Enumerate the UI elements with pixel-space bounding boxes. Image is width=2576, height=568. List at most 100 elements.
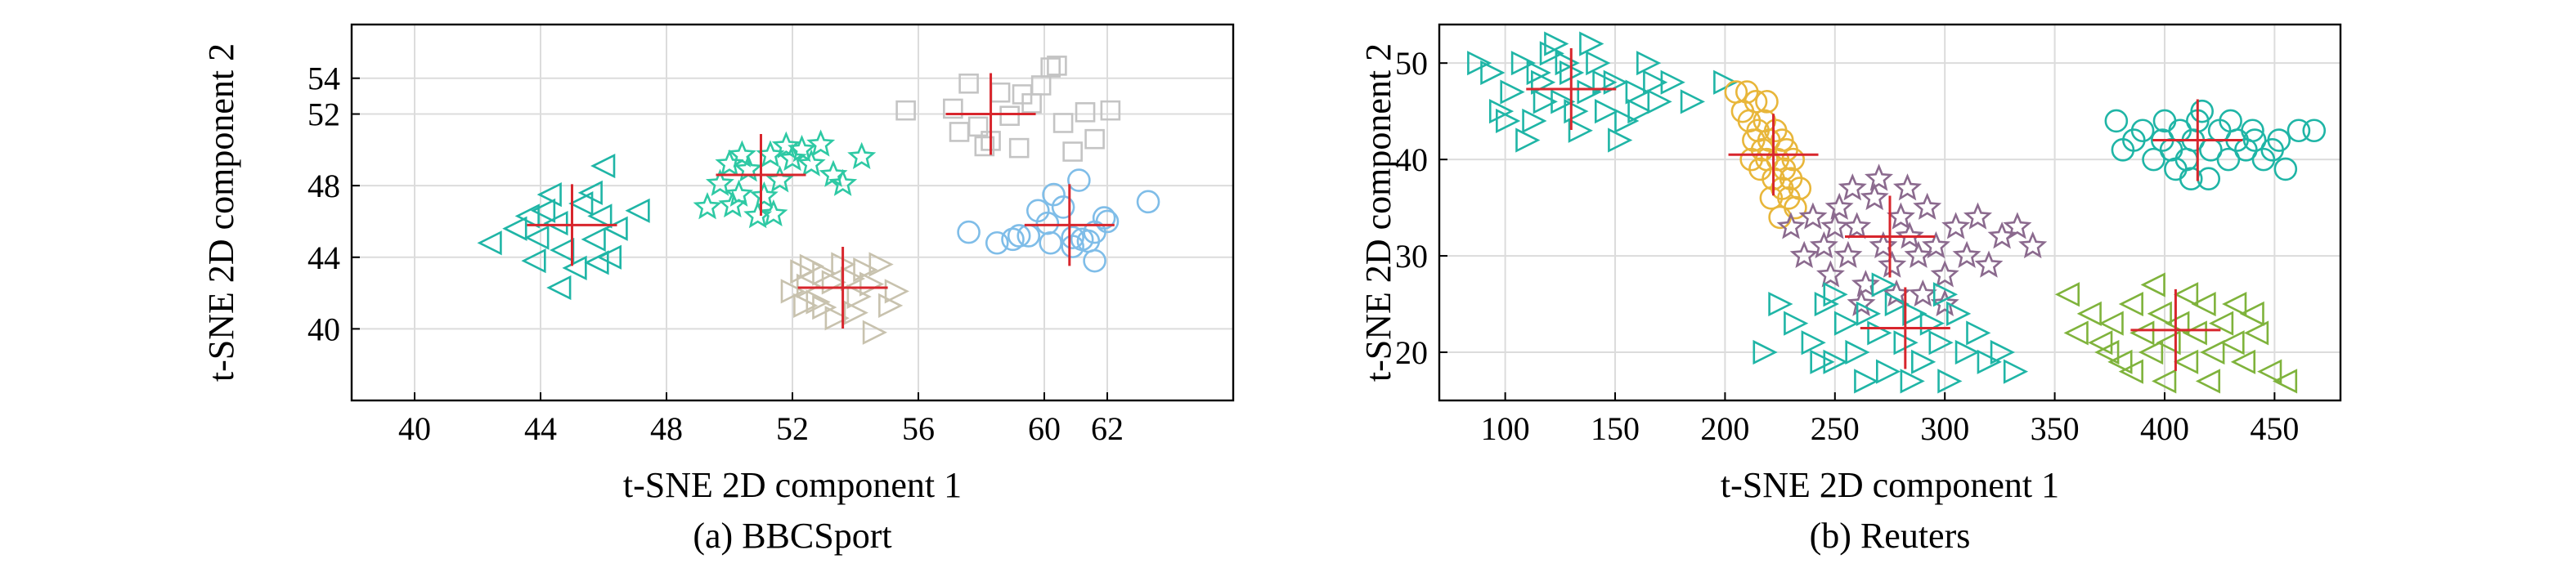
- bbcsport-series-3-point-17: [1047, 56, 1067, 76]
- reuters-series-5-point-18: [2230, 349, 2256, 374]
- bbcsport-series-0-point-13: [546, 275, 572, 301]
- bbcsport-series-0-point-9: [587, 203, 613, 229]
- bbcsport-series-2-point-4: [812, 261, 837, 286]
- reuters-series-4-point-21: [2302, 119, 2327, 143]
- bbcsport-series-0-point-11: [596, 244, 622, 270]
- bbcsport-series-3-point-14: [1100, 100, 1121, 121]
- reuters-series-2-point-17: [1930, 260, 1959, 288]
- bbcsport-series-1-point-0: [693, 191, 722, 220]
- reuters-series-3: [1752, 272, 2029, 394]
- reuters-series-3-point-7: [1845, 339, 1870, 365]
- reuters-series-3-point-9: [1867, 320, 1892, 346]
- bbcsport-series-3-point-7: [1008, 137, 1030, 159]
- reuters-series-5-point-22: [2222, 291, 2247, 317]
- reuters-series-3-point-8: [1856, 301, 1882, 326]
- reuters-series-5-point-28: [2152, 369, 2177, 394]
- bbcsport-series-2-point-9: [853, 257, 878, 283]
- bbcsport-ytick-label-1: 44: [307, 239, 340, 276]
- bbcsport-series-3-point-11: [1052, 113, 1074, 133]
- bbcsport-series-4: [957, 168, 1160, 273]
- reuters-series-2-point-8: [1851, 270, 1880, 297]
- bbcsport-series-0-point-14: [590, 153, 616, 179]
- bbcsport-ytick-label-0: 40: [307, 311, 340, 347]
- reuters-x-axis-title: t-SNE 2D component 1: [1721, 465, 2059, 505]
- reuters-series-5-point-29: [2094, 339, 2120, 365]
- bbcsport-xtick-label-4: 56: [902, 410, 935, 447]
- bbcsport-series-0-point-2: [514, 203, 540, 229]
- bbcsport-series-4-point-18: [1070, 227, 1094, 252]
- reuters-series-3-point-13: [1902, 301, 1928, 326]
- bbcsport-series-3-point-6: [999, 105, 1020, 127]
- reuters-series-0-point-26: [1564, 99, 1589, 124]
- bbcsport-series-0-point-16: [577, 180, 603, 206]
- bbcsport-series-2-point-11: [868, 252, 894, 277]
- bbcsport-series-1-point-11: [797, 149, 826, 177]
- reuters-series-2-point-5: [1824, 192, 1854, 220]
- reuters-series-5-point-9: [2147, 301, 2172, 326]
- reuters-series-5-point-24: [2173, 282, 2199, 307]
- reuters-series-0-point-22: [1579, 31, 1604, 56]
- bbcsport-xtick-label-5: 60: [1028, 410, 1061, 447]
- bbcsport-series-3-point-18: [1084, 128, 1105, 150]
- reuters-series-1-point-25: [1739, 147, 1763, 172]
- reuters-series-3-point-0: [1752, 339, 1778, 365]
- bbcsport-series-0-point-17: [603, 216, 628, 241]
- bbcsport-xtick-label-6: 62: [1091, 410, 1124, 447]
- reuters-series-5-point-6: [2118, 291, 2143, 317]
- reuters-series-5-point-0: [2054, 282, 2080, 307]
- reuters-series-3-point-16: [1928, 330, 1954, 356]
- bbcsport-series-2-point-16: [884, 279, 909, 304]
- reuters-series-3-point-22: [1990, 339, 2015, 365]
- reuters-xtick-label-5: 350: [2031, 410, 2080, 447]
- reuters-series-2-point-11: [1878, 250, 1907, 278]
- reuters-xtick-label-6: 400: [2140, 410, 2189, 447]
- bbcsport-series-4-point-9: [1067, 168, 1091, 192]
- reuters-series-5-point-5: [2107, 349, 2133, 374]
- reuters-series-3-point-2: [1784, 311, 1809, 336]
- reuters-series-4-point-29: [2267, 128, 2291, 152]
- reuters-series-4-point-26: [2164, 157, 2188, 181]
- reuters-series-2-point-14: [1904, 240, 1933, 268]
- reuters-series-1-point-20: [1759, 186, 1784, 210]
- reuters-series-0-point-2: [1488, 99, 1515, 124]
- reuters-series-2-point-29: [1820, 212, 1850, 239]
- bbcsport-series-2-point-13: [824, 306, 850, 331]
- bbcsport-series-4-point-17: [1007, 224, 1031, 248]
- reuters-series-2-point-1: [1789, 240, 1819, 268]
- bbcsport-series-3-point-13: [1075, 102, 1096, 123]
- bbcsport-series-4-point-1: [985, 230, 1009, 255]
- bbcsport-series-3-point-15: [974, 136, 995, 157]
- reuters-series-3-point-21: [1977, 349, 2002, 374]
- bbcsport-series-0-point-18: [536, 181, 562, 208]
- reuters-series-3-point-4: [1814, 291, 1839, 317]
- bbcsport-series-0-point-6: [521, 248, 546, 274]
- bbcsport-ytick-label-3: 52: [307, 96, 340, 133]
- reuters-series-0-point-32: [1555, 51, 1580, 76]
- reuters-series-2-point-12: [1887, 202, 1915, 230]
- reuters-series-3-point-26: [1823, 282, 1848, 307]
- reuters-series-0: [1467, 31, 1739, 153]
- bbcsport-series-2-point-19: [793, 293, 819, 319]
- reuters-series-1-point-22: [1781, 147, 1806, 172]
- reuters-series-5-point-15: [2200, 339, 2225, 365]
- reuters-series-5: [2054, 272, 2298, 394]
- bbcsport-series-4-point-2: [1001, 227, 1025, 252]
- reuters-series-1-point-24: [1788, 177, 1812, 200]
- bbcsport-series-1-point-17: [759, 199, 788, 227]
- reuters-series-2-point-16: [1922, 230, 1950, 259]
- reuters-series-3-point-3: [1801, 330, 1826, 356]
- reuters-series-3-point-28: [1810, 349, 1835, 374]
- reuters-series-5-point-26: [2195, 369, 2221, 394]
- reuters-series-2-point-32: [2018, 230, 2048, 259]
- reuters-series-0-point-21: [1544, 31, 1569, 56]
- reuters-series-5-point-3: [2088, 330, 2113, 356]
- reuters-series-2-point-15: [1913, 192, 1942, 220]
- reuters-caption: (b) Reuters: [1810, 516, 1971, 556]
- bbcsport-series-3-point-0: [895, 100, 916, 121]
- reuters-series-5-point-23: [2140, 272, 2165, 297]
- bbcsport-series-2-point-18: [843, 300, 868, 325]
- reuters-y-axis-title: t-SNE 2D component 2: [1358, 43, 1398, 382]
- bbcsport-series-0-point-1: [502, 216, 527, 241]
